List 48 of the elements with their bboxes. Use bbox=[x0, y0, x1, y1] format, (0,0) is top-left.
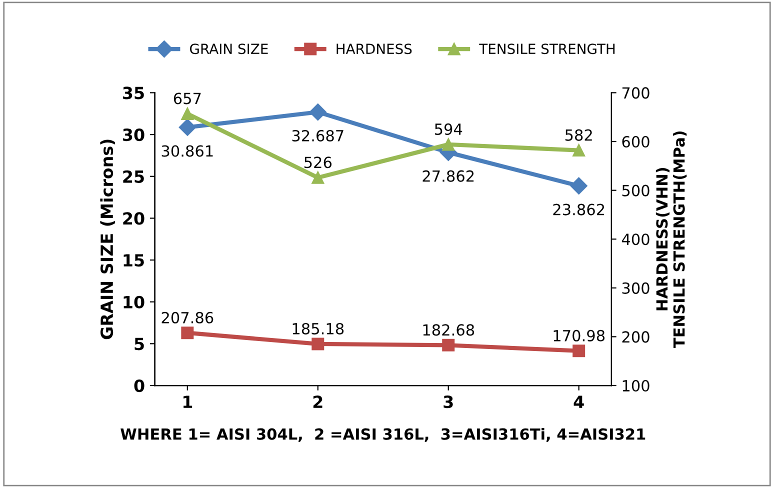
point bbox=[572, 144, 586, 157]
data-label: 170.98 bbox=[554, 330, 605, 342]
y-tick-label: 10 bbox=[124, 296, 144, 308]
y2-tick-label: 100 bbox=[622, 380, 650, 392]
y-tick-label: 30 bbox=[123, 128, 144, 142]
y-tick-label: 5 bbox=[134, 338, 144, 350]
x-tick-label: 2 bbox=[313, 396, 322, 408]
data-label: 594 bbox=[434, 123, 462, 135]
data-label: 657 bbox=[174, 92, 201, 104]
data-label: 23.862 bbox=[553, 204, 604, 216]
data-label: 30.861 bbox=[162, 145, 213, 157]
legend-label: TENSILE STRENGTH bbox=[479, 44, 615, 54]
x-tick-label: 1 bbox=[184, 396, 192, 408]
y-tick-label: 0 bbox=[134, 379, 144, 392]
data-label: 185.18 bbox=[292, 322, 344, 334]
point bbox=[181, 326, 194, 340]
point bbox=[312, 338, 324, 350]
data-label: 582 bbox=[565, 129, 592, 141]
y2-tick-label: 400 bbox=[622, 234, 650, 246]
point bbox=[309, 104, 326, 121]
x-tick-label: 3 bbox=[444, 396, 453, 408]
point bbox=[442, 138, 455, 151]
y-tick-label: 15 bbox=[124, 254, 144, 267]
y2-tick-label: 500 bbox=[622, 184, 650, 196]
point bbox=[178, 118, 196, 136]
point bbox=[572, 344, 586, 358]
y-tick-label: 20 bbox=[123, 212, 144, 225]
y-tick-label: 25 bbox=[123, 170, 144, 183]
data-label: 32.687 bbox=[292, 130, 344, 142]
x-axis-title: WHERE 1= AISI 304L, 2 =AISI 316L, 3=AISI316Ti, 4=AISI321 bbox=[120, 428, 646, 442]
point bbox=[442, 338, 455, 352]
y2-tick-label: 600 bbox=[622, 136, 650, 148]
data-label: 27.862 bbox=[422, 170, 474, 182]
x-tick-label: 4 bbox=[574, 396, 584, 408]
point bbox=[181, 107, 194, 120]
data-label: 526 bbox=[304, 156, 332, 168]
legend-label: HARDNESS bbox=[336, 44, 412, 54]
data-label: 207.86 bbox=[162, 312, 214, 324]
y-axis-title: GRAIN SIZE (Microns) bbox=[100, 140, 116, 340]
point bbox=[570, 177, 588, 194]
data-label: 182.68 bbox=[423, 324, 474, 336]
y2-tick-label: 200 bbox=[622, 331, 650, 343]
y2-tick-label: 300 bbox=[622, 282, 650, 294]
y-tick-label: 35 bbox=[123, 86, 144, 100]
legend-label: GRAIN SIZE bbox=[190, 44, 268, 54]
y2-axis-title: HARDNESS(VHN) TENSILE STRENGTH(MPa) bbox=[656, 131, 687, 348]
point bbox=[312, 171, 324, 184]
y2-tick-label: 700 bbox=[622, 87, 650, 99]
